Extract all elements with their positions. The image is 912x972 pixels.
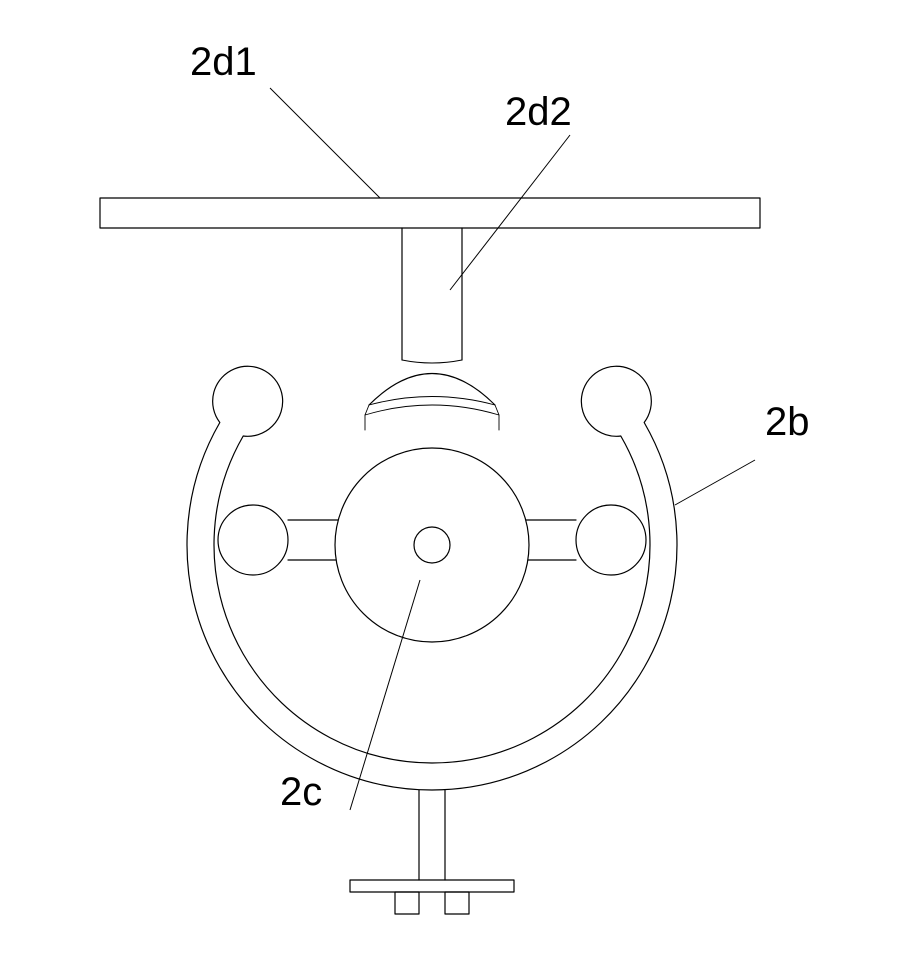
label-2b: 2b	[765, 400, 810, 445]
label-2c: 2c	[280, 770, 322, 815]
label-2d2: 2d2	[505, 90, 572, 135]
label-2d1: 2d1	[190, 40, 257, 85]
mechanical-diagram	[0, 0, 912, 972]
diagram-container: 2d1 2d2 2b 2c	[0, 0, 912, 972]
